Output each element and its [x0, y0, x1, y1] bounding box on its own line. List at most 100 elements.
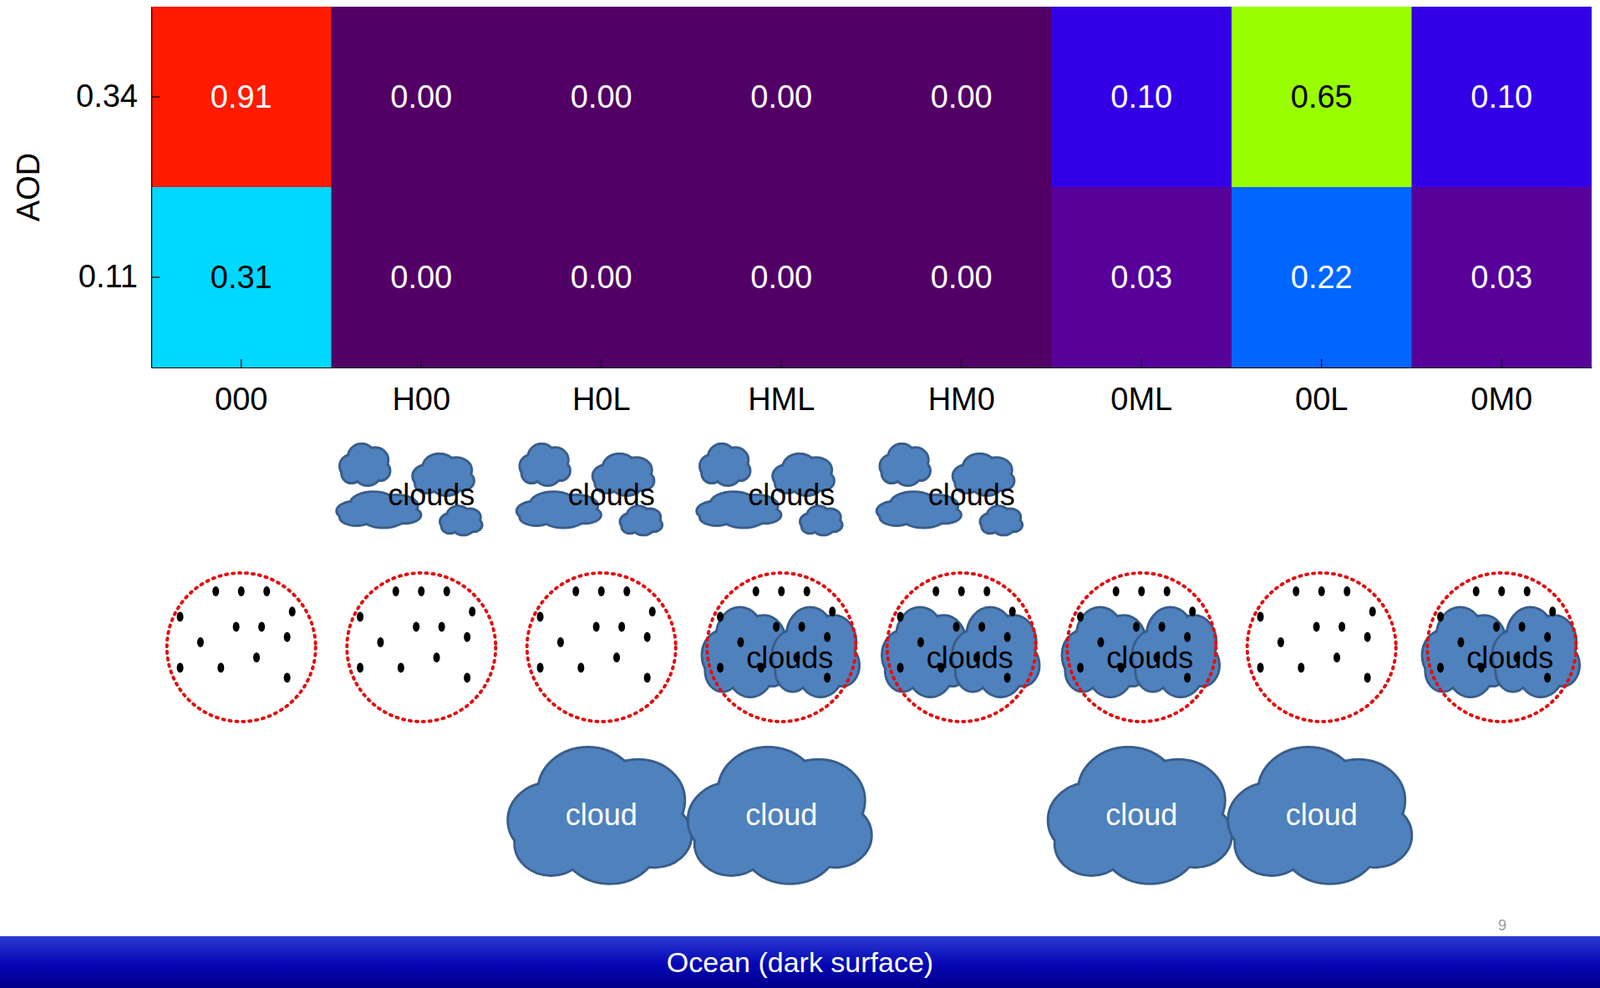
aerosol-particle	[1493, 622, 1500, 633]
scene: cloudscloud	[1047, 573, 1232, 884]
cloud-fill	[883, 464, 901, 483]
x-tick-mark	[1320, 359, 1322, 368]
aerosol-particle	[897, 611, 905, 622]
cloud-fill	[523, 464, 541, 483]
low-cloud-label: cloud	[565, 797, 638, 833]
heat-cell	[511, 6, 692, 188]
aerosol-particle	[1318, 586, 1326, 597]
heat-cell	[691, 6, 873, 188]
aerosol-particle	[1112, 586, 1120, 597]
heat-cell	[871, 6, 1052, 188]
x-tick-mark	[240, 359, 242, 368]
aerosol-particle	[1132, 622, 1140, 633]
x-tick-label: 00L	[1295, 381, 1348, 417]
aerosol-particle	[1549, 606, 1556, 617]
scene: cloudscloud	[507, 443, 692, 884]
diagram: cloudscloudscloudcloudscloudscloudclouds…	[167, 443, 1580, 884]
aerosol-particle	[623, 586, 630, 597]
aerosol-particle	[233, 622, 240, 633]
aerosol-layer	[1066, 573, 1216, 722]
x-tick-label: 0ML	[1110, 381, 1173, 417]
cell-label: 0.00	[570, 259, 633, 295]
aerosol-particle	[1523, 586, 1531, 597]
middle-cloud-label: clouds	[926, 640, 1014, 676]
cells	[151, 6, 1592, 368]
high-cloud-label: clouds	[747, 477, 835, 513]
x-tick: 000	[214, 359, 268, 417]
aerosol-particle	[537, 662, 544, 673]
aerosol-particle	[1364, 632, 1372, 643]
low-cloud-label: cloud	[1285, 797, 1358, 833]
y-tick-label: 0.34	[76, 78, 138, 114]
heat-cell	[1412, 6, 1593, 188]
aerosol-particle	[1097, 637, 1104, 648]
heat-cell	[331, 6, 513, 188]
x-tick: H00	[391, 359, 451, 417]
x-tick-mark	[960, 359, 962, 368]
aerosol-particle	[777, 586, 785, 597]
aerosol-particle	[253, 652, 260, 663]
aerosol-particle	[978, 622, 986, 633]
cloud-fill	[802, 521, 818, 534]
cell-label: 0.00	[390, 259, 453, 295]
x-tick-label: H0L	[572, 381, 631, 417]
y-axis: 0.34 0.11	[76, 7, 160, 369]
cell-label: 0.00	[750, 79, 813, 115]
cloud-fill	[700, 510, 732, 525]
aerosol-particle	[1369, 606, 1377, 617]
y-tick: 0.11	[78, 259, 160, 295]
cell-label: 0.00	[930, 79, 993, 115]
heat-cell	[1412, 187, 1593, 368]
cell-label: 0.65	[1290, 79, 1353, 115]
middle-cloud-label: clouds	[1466, 640, 1554, 676]
aerosol-particle	[289, 606, 296, 617]
x-tick-mark	[600, 359, 602, 368]
aerosol-particle	[356, 611, 364, 622]
high-cloud-label: clouds	[387, 477, 475, 513]
x-tick: HML	[747, 359, 815, 417]
y-tick: 0.34	[76, 78, 160, 114]
aerosol-layer	[1247, 573, 1397, 722]
cell-label: 0.00	[570, 79, 633, 115]
aerosol-particle	[1364, 673, 1372, 684]
cell-labels: 0.910.000.000.000.000.100.650.100.310.00…	[210, 79, 1533, 295]
aerosol-particle	[463, 632, 471, 643]
cell-label: 0.00	[930, 259, 993, 295]
aerosol-particle	[537, 611, 544, 622]
aerosol-particle	[392, 586, 400, 597]
cloud-fill	[880, 510, 912, 525]
x-tick: H0L	[572, 359, 631, 417]
aerosol-particle	[284, 632, 291, 643]
aerosol-particle	[897, 662, 905, 673]
middle-cloud-label: clouds	[1106, 640, 1194, 676]
aerosol-particle	[177, 611, 184, 622]
cloud-fill	[342, 464, 361, 483]
aerosol-particle	[716, 662, 724, 673]
heat-cell	[1051, 187, 1233, 368]
x-tick-label: 000	[214, 381, 268, 417]
x-tick: HM0	[928, 359, 996, 417]
x-tick-mark	[1501, 359, 1503, 368]
x-tick: 0M0	[1470, 359, 1533, 417]
cloud-fill	[340, 510, 372, 525]
aerosol-particle	[736, 637, 744, 648]
cell-label: 0.10	[1110, 79, 1173, 115]
aerosol-particle	[752, 586, 760, 597]
aerosol-particle	[958, 586, 966, 597]
aerosol-particle	[397, 662, 405, 673]
aerosol-particle	[284, 673, 291, 684]
x-tick-mark	[421, 359, 422, 368]
scene: cloudsclouds	[876, 443, 1040, 722]
heat-cell	[1051, 6, 1233, 188]
aerosol-particle	[1257, 611, 1265, 622]
aerosol-particle	[1076, 611, 1084, 622]
scene: cloud	[1228, 573, 1413, 884]
aerosol-particle	[1338, 622, 1346, 633]
low-cloud	[507, 747, 692, 885]
aerosol-particle	[1188, 606, 1196, 617]
x-axis: 000 H00 H0L HML HM0 0ML 00L 0M0	[152, 359, 1593, 417]
x-tick-label: HM0	[928, 381, 996, 417]
x-tick-mark	[1141, 359, 1143, 368]
aerosol-particle	[613, 652, 620, 663]
aerosol-layer	[167, 573, 316, 722]
